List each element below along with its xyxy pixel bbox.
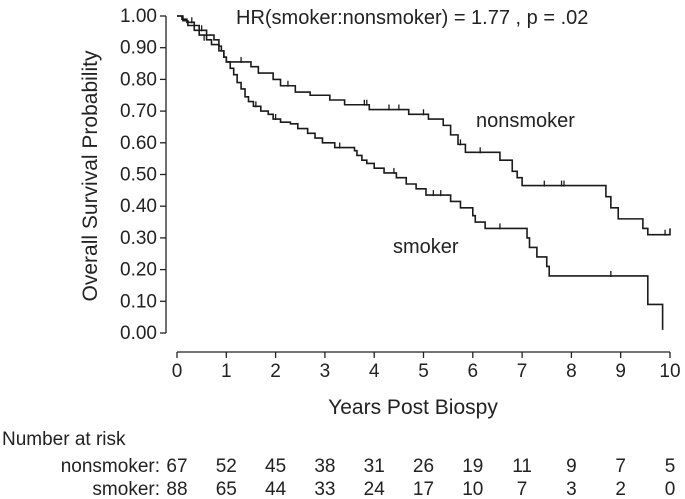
risk-count: 0 [665, 479, 676, 499]
y-tick-label: 0.70 [120, 101, 157, 122]
x-tick-label: 7 [517, 361, 528, 382]
x-tick-label: 1 [221, 361, 232, 382]
risk-count: 44 [265, 479, 287, 499]
x-tick-label: 5 [418, 361, 429, 382]
survival-curve-smoker [177, 15, 664, 330]
y-tick-label: 0.50 [120, 165, 157, 186]
y-tick-label: 0.20 [120, 260, 157, 281]
risk-count: 2 [615, 479, 626, 499]
x-tick-label: 6 [468, 361, 479, 382]
y-tick-label: 0.80 [120, 69, 157, 90]
risk-count: 88 [166, 479, 187, 499]
x-tick-label: 10 [659, 361, 680, 382]
risk-count: 31 [364, 456, 385, 477]
risk-count: 24 [364, 479, 386, 499]
y-axis: 0.00 0.10 0.20 0.30 0.40 0.50 0.60 0.70 0.80 0.90… [120, 6, 167, 344]
x-axis: 0 1 2 3 4 5 6 7 8 9 10 [172, 351, 681, 382]
survival-curve-nonsmoker [177, 15, 671, 236]
x-tick-label: 4 [369, 361, 380, 382]
risk-count: 19 [462, 456, 483, 477]
risk-count: 3 [566, 479, 577, 499]
risk-table-header: Number at risk [2, 429, 126, 450]
x-tick-label: 2 [270, 361, 281, 382]
series-layer [177, 15, 671, 330]
risk-table: nonsmoker: 67 52 45 38 31 26 19 11 9 7 5 smoker: 88 65… [61, 456, 676, 499]
y-tick-label: 0.40 [120, 196, 157, 217]
risk-count: 5 [665, 456, 676, 477]
risk-count: 33 [314, 479, 335, 499]
x-tick-label: 0 [172, 361, 183, 382]
risk-count: 10 [462, 479, 483, 499]
y-tick-label: 0.00 [120, 323, 157, 344]
series-label-nonsmoker: nonsmoker [476, 110, 575, 132]
y-tick-label: 0.60 [120, 133, 157, 154]
risk-count: 9 [566, 456, 577, 477]
risk-row-label: smoker: [92, 479, 160, 499]
risk-count: 26 [413, 456, 434, 477]
x-tick-label: 8 [566, 361, 577, 382]
y-tick-label: 0.30 [120, 228, 157, 249]
risk-count: 7 [517, 479, 528, 499]
x-tick-label: 9 [615, 361, 626, 382]
y-axis-title: Overall Survival Probability [79, 50, 102, 301]
x-tick-label: 3 [320, 361, 331, 382]
hazard-ratio-annotation: HR(smoker:nonsmoker) = 1.77 , p = .02 [236, 7, 588, 29]
y-tick-label: 0.90 [120, 38, 157, 59]
risk-count: 11 [512, 456, 532, 477]
x-axis-title: Years Post Biospy [328, 396, 498, 419]
risk-count: 7 [615, 456, 626, 477]
risk-count: 17 [413, 479, 434, 499]
series-label-smoker: smoker [393, 236, 459, 258]
risk-row-label: nonsmoker: [61, 456, 160, 477]
risk-count: 45 [265, 456, 286, 477]
risk-count: 52 [216, 456, 237, 477]
risk-count: 38 [314, 456, 335, 477]
risk-count: 65 [216, 479, 237, 499]
y-tick-label: 1.00 [120, 6, 157, 27]
risk-count: 67 [166, 456, 187, 477]
y-tick-label: 0.10 [120, 291, 157, 312]
